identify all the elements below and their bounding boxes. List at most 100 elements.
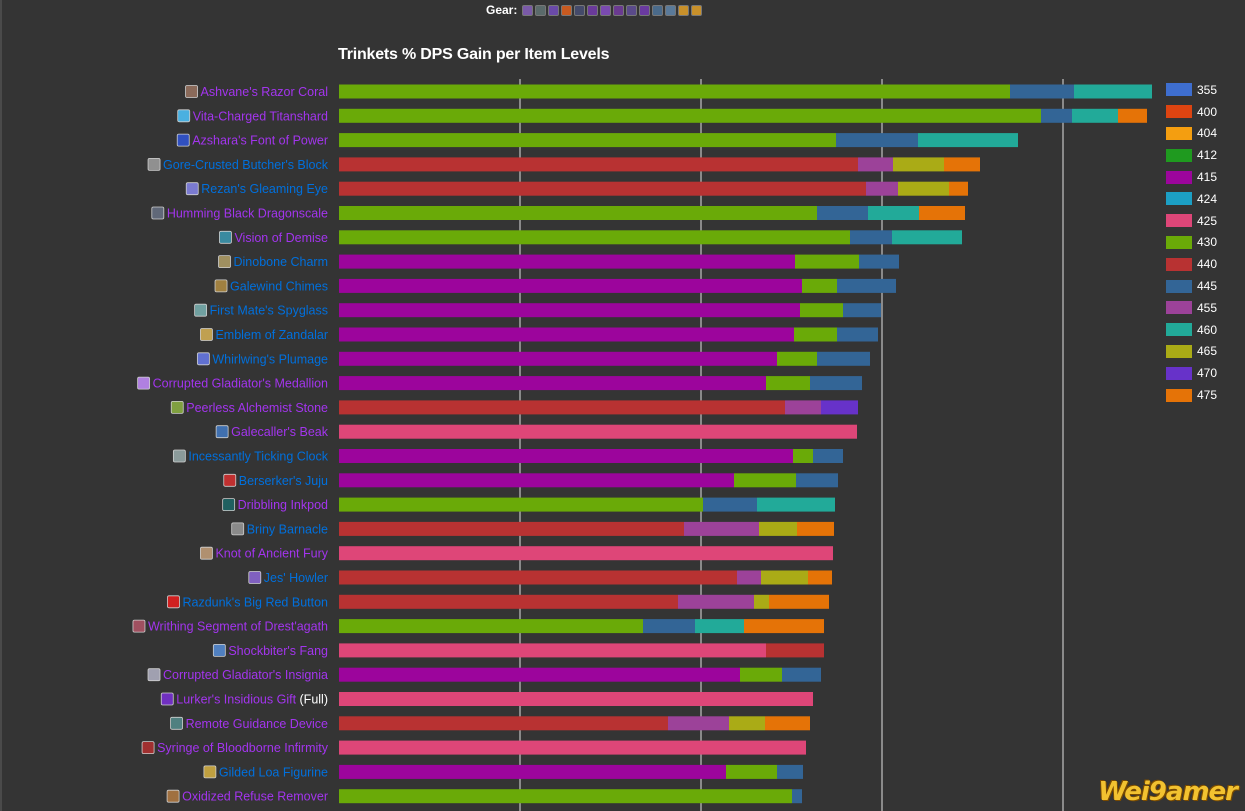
bar-row[interactable]: Razdunk's Big Red Button: [167, 594, 829, 610]
bar-segment-440[interactable]: [339, 521, 684, 536]
category-label[interactable]: Rezan's Gleaming Eye: [201, 182, 328, 196]
category-label[interactable]: Remote Guidance Device: [186, 717, 328, 731]
bar-segment-415[interactable]: [339, 473, 734, 488]
bar-segment-445[interactable]: [813, 449, 843, 463]
bar-row[interactable]: Galewind Chimes: [214, 278, 896, 294]
category-label[interactable]: Dinobone Charm: [234, 255, 329, 269]
gear-slot-icon[interactable]: [626, 4, 638, 16]
bar-row[interactable]: Vita-Charged Titanshard: [177, 108, 1147, 124]
legend-item[interactable]: 424: [1166, 188, 1217, 210]
bar-segment-430[interactable]: [794, 327, 837, 342]
bar-segment-445[interactable]: [817, 206, 868, 220]
bar-segment-425[interactable]: [339, 692, 813, 706]
bar-row[interactable]: Berserker's Juju: [223, 473, 838, 488]
bar-segment-430[interactable]: [339, 230, 850, 245]
bar-segment-475[interactable]: [769, 594, 829, 609]
bar-segment-430[interactable]: [339, 497, 703, 512]
bar-segment-440[interactable]: [339, 594, 678, 609]
bar-segment-430[interactable]: [766, 376, 810, 391]
bar-segment-455[interactable]: [684, 521, 759, 536]
bar-segment-455[interactable]: [737, 570, 761, 585]
bar-segment-440[interactable]: [339, 157, 858, 172]
bar-segment-445[interactable]: [836, 133, 918, 148]
category-label[interactable]: Lurker's Insidious Gift (Full): [176, 693, 328, 707]
legend-item[interactable]: 460: [1166, 319, 1217, 341]
gear-slot-icon[interactable]: [561, 4, 573, 16]
legend-item[interactable]: 425: [1166, 210, 1217, 232]
bar-row[interactable]: Humming Black Dragonscale: [151, 206, 965, 221]
category-label[interactable]: Shockbiter's Fang: [228, 644, 328, 658]
bar-segment-455[interactable]: [858, 157, 893, 172]
category-label[interactable]: Galecaller's Beak: [231, 425, 329, 439]
gear-slot-icon[interactable]: [613, 4, 625, 16]
bar-segment-430[interactable]: [800, 303, 843, 318]
bar-segment-445[interactable]: [810, 376, 862, 391]
legend-item[interactable]: 440: [1166, 253, 1217, 275]
bar-segment-440[interactable]: [339, 181, 866, 196]
category-label[interactable]: Oxidized Refuse Remover: [182, 790, 328, 804]
bar-segment-425[interactable]: [339, 424, 857, 439]
bar-segment-415[interactable]: [339, 278, 802, 293]
bar-row[interactable]: Dribbling Inkpod: [222, 497, 835, 512]
gear-slot-icon[interactable]: [691, 4, 703, 16]
bar-segment-455[interactable]: [785, 400, 821, 415]
bar-segment-445[interactable]: [1041, 108, 1072, 123]
bar-segment-465[interactable]: [729, 716, 765, 731]
bar-segment-455[interactable]: [866, 181, 898, 196]
bar-segment-475[interactable]: [949, 181, 968, 196]
bar-segment-430[interactable]: [339, 206, 817, 220]
gear-slot-icon[interactable]: [574, 4, 586, 16]
bar-row[interactable]: Peerless Alchemist Stone: [170, 400, 858, 415]
bar-segment-465[interactable]: [754, 594, 769, 609]
bar-segment-455[interactable]: [678, 594, 754, 609]
bar-segment-455[interactable]: [668, 716, 729, 731]
bar-row[interactable]: Lurker's Insidious Gift (Full): [160, 692, 813, 707]
legend-item[interactable]: 412: [1166, 144, 1217, 166]
bar-segment-475[interactable]: [765, 716, 810, 731]
bar-row[interactable]: Incessantly Ticking Clock: [172, 449, 843, 464]
bar-segment-430[interactable]: [339, 84, 1010, 99]
bar-segment-445[interactable]: [782, 667, 821, 682]
bar-segment-460[interactable]: [918, 133, 1018, 148]
bar-segment-445[interactable]: [796, 473, 838, 488]
category-label[interactable]: Dribbling Inkpod: [238, 498, 328, 512]
bar-row[interactable]: Azshara's Font of Power: [176, 133, 1018, 148]
bar-row[interactable]: First Mate's Spyglass: [194, 303, 881, 318]
bar-segment-425[interactable]: [339, 643, 766, 658]
gear-slot-icon[interactable]: [587, 4, 599, 16]
bar-row[interactable]: Gore-Crusted Butcher's Block: [147, 157, 980, 172]
bar-segment-415[interactable]: [339, 764, 726, 779]
legend-item[interactable]: 355: [1166, 79, 1217, 101]
legend-item[interactable]: 415: [1166, 166, 1217, 188]
bar-segment-460[interactable]: [695, 619, 744, 634]
bar-segment-415[interactable]: [339, 376, 766, 391]
legend-item[interactable]: 475: [1166, 384, 1217, 406]
bar-segment-440[interactable]: [339, 570, 737, 585]
legend-item[interactable]: 470: [1166, 362, 1217, 384]
bar-segment-445[interactable]: [777, 764, 803, 779]
category-label[interactable]: Writhing Segment of Drest'agath: [148, 620, 328, 634]
bar-segment-460[interactable]: [868, 206, 919, 220]
bar-segment-445[interactable]: [817, 351, 870, 366]
category-label[interactable]: First Mate's Spyglass: [210, 304, 328, 318]
bar-segment-440[interactable]: [339, 400, 785, 415]
bar-segment-445[interactable]: [837, 327, 878, 342]
category-label[interactable]: Emblem of Zandalar: [215, 328, 328, 342]
bar-row[interactable]: Corrupted Gladiator's Medallion: [137, 376, 862, 391]
legend-item[interactable]: 455: [1166, 297, 1217, 319]
category-label[interactable]: Vita-Charged Titanshard: [193, 109, 328, 123]
bar-segment-415[interactable]: [339, 667, 740, 682]
bar-segment-465[interactable]: [893, 157, 944, 172]
bar-row[interactable]: Emblem of Zandalar: [200, 327, 878, 343]
bar-segment-465[interactable]: [898, 181, 949, 196]
bar-segment-445[interactable]: [792, 789, 802, 804]
gear-slot-icon[interactable]: [652, 4, 664, 16]
category-label[interactable]: Incessantly Ticking Clock: [188, 450, 328, 464]
bar-segment-415[interactable]: [339, 351, 777, 366]
gear-slot-icon[interactable]: [535, 4, 547, 16]
bar-segment-445[interactable]: [859, 254, 899, 269]
bar-row[interactable]: Galecaller's Beak: [215, 424, 857, 440]
category-label[interactable]: Vision of Demise: [234, 231, 328, 245]
category-label[interactable]: Galewind Chimes: [230, 279, 328, 293]
legend-item[interactable]: 430: [1166, 232, 1217, 254]
